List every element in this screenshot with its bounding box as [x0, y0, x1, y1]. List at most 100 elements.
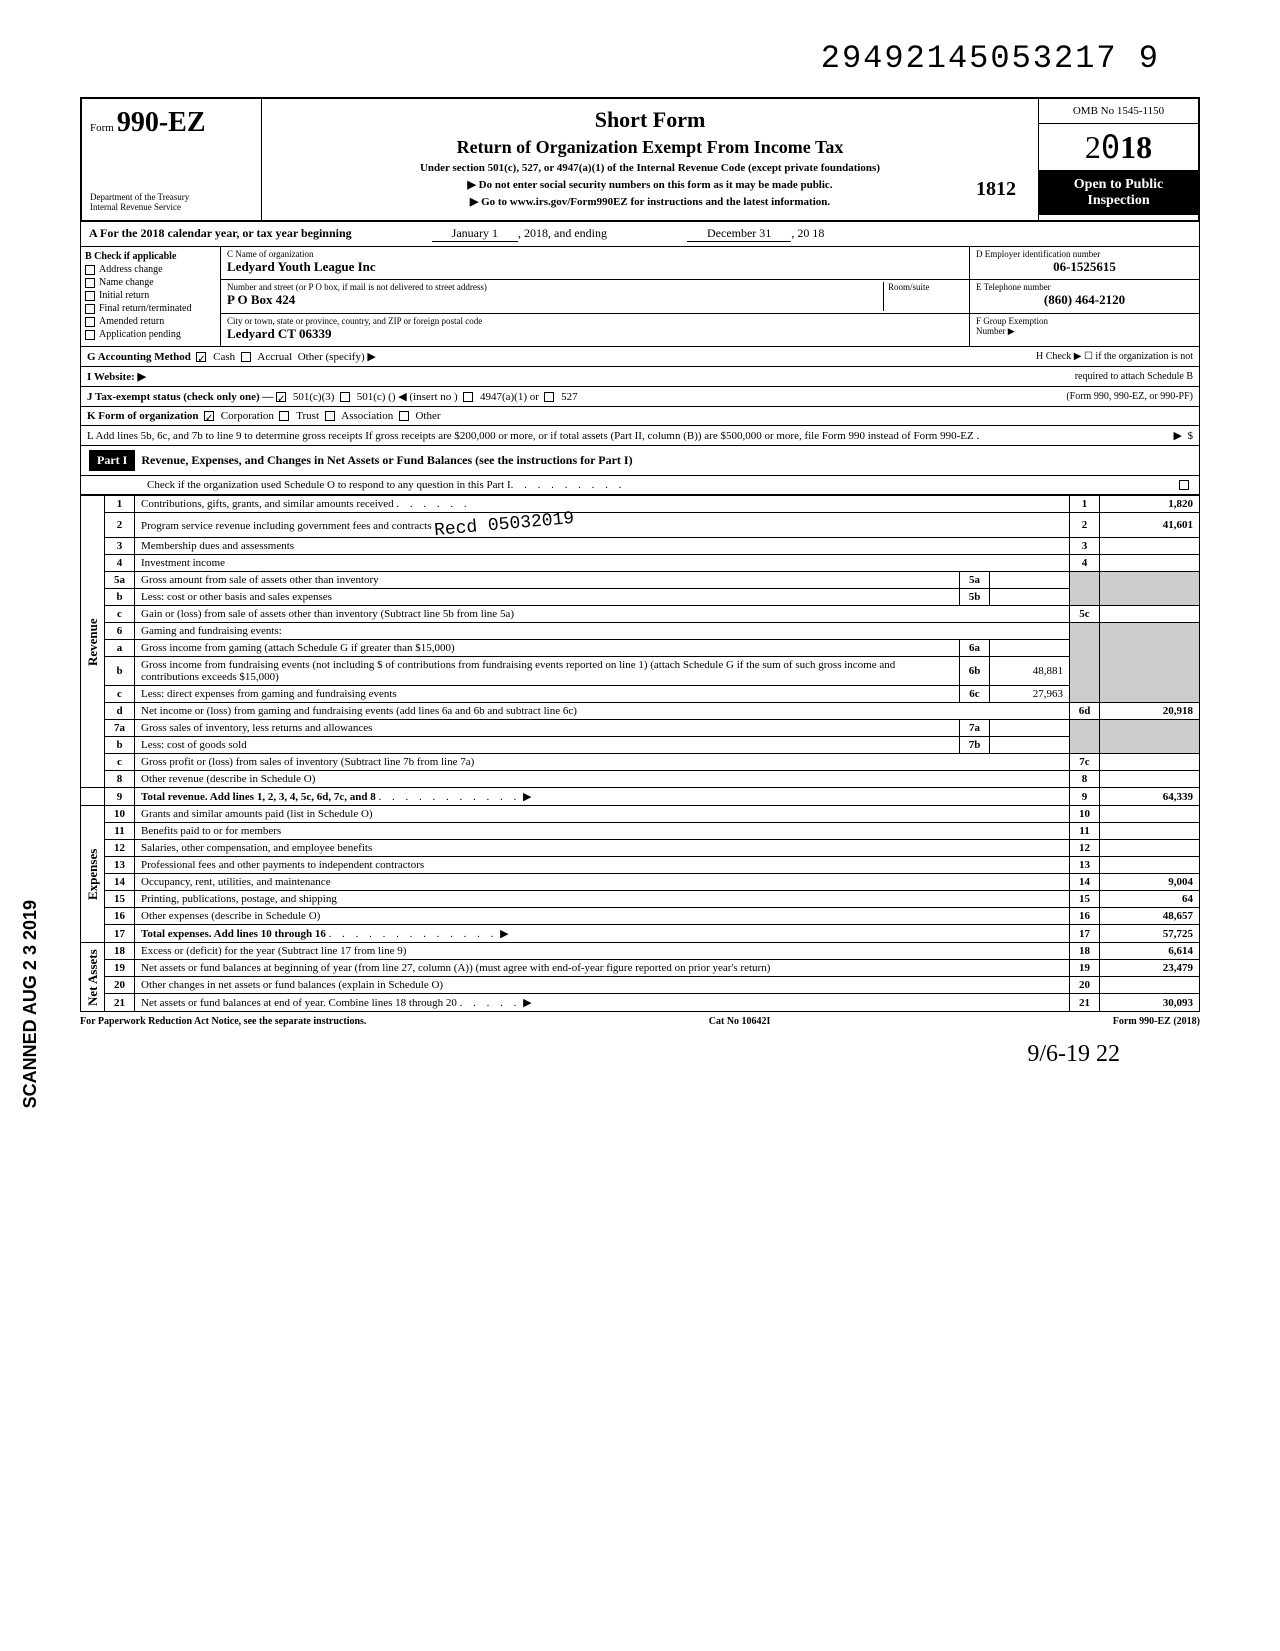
line9-desc: Total revenue. Add lines 1, 2, 3, 4, 5c,…: [141, 791, 376, 803]
part1-label: Part I: [89, 450, 135, 471]
line13-amt: [1100, 857, 1200, 874]
line12-desc: Salaries, other compensation, and employ…: [141, 842, 372, 854]
scanned-stamp: SCANNED AUG 2 3 2019: [20, 900, 41, 1108]
line5a-desc: Gross amount from sale of assets other t…: [141, 574, 379, 586]
row-h-label2: required to attach Schedule B: [1075, 371, 1193, 382]
checkbox-application-pending[interactable]: [85, 330, 95, 340]
line6d-amt: 20,918: [1100, 703, 1200, 720]
line4-amt: [1100, 555, 1200, 572]
label-association: Association: [341, 410, 393, 422]
line18-desc: Excess or (deficit) for the year (Subtra…: [141, 945, 406, 957]
addr-label: Number and street (or P O box, if mail i…: [227, 282, 883, 292]
label-501c3: 501(c)(3): [293, 391, 335, 403]
section-b: B Check if applicable Address change Nam…: [81, 247, 221, 346]
stamp-number: 29492145053217 9: [80, 40, 1200, 77]
line8-desc: Other revenue (describe in Schedule O): [141, 773, 315, 785]
line20-desc: Other changes in net assets or fund bala…: [141, 979, 443, 991]
org-city: Ledyard CT 06339: [227, 326, 963, 342]
label-amended-return: Amended return: [99, 316, 164, 327]
row-l-arrow: ▶: [1174, 429, 1182, 442]
line7c-amt: [1100, 754, 1200, 771]
line17-amt: 57,725: [1100, 925, 1200, 943]
line12-amt: [1100, 840, 1200, 857]
checkbox-other-org[interactable]: [399, 411, 409, 421]
label-other-method: Other (specify) ▶: [298, 350, 376, 363]
section-de: D Employer identification number 06-1525…: [969, 247, 1199, 346]
group-exempt-label2: Number ▶: [976, 326, 1015, 336]
line21-amt: 30,093: [1100, 994, 1200, 1012]
line6-desc: Gaming and fundraising events:: [141, 625, 282, 637]
checkbox-trust[interactable]: [279, 411, 289, 421]
row-g-label: G Accounting Method: [87, 351, 191, 363]
checkbox-schedule-o[interactable]: [1179, 480, 1189, 490]
label-501c: 501(c) (: [357, 391, 392, 403]
line18-amt: 6,614: [1100, 943, 1200, 960]
checkbox-501c3[interactable]: [276, 392, 286, 402]
line2-amt: 41,601: [1100, 513, 1200, 538]
line6d-desc: Net income or (loss) from gaming and fun…: [141, 705, 577, 717]
line17-desc: Total expenses. Add lines 10 through 16: [141, 928, 326, 940]
main-table: Revenue 1 Contributions, gifts, grants, …: [80, 495, 1200, 1012]
org-address: P O Box 424: [227, 292, 883, 308]
row-l-text: L Add lines 5b, 6c, and 7b to line 9 to …: [87, 430, 979, 442]
signature: 9/6-19 22: [80, 1041, 1200, 1068]
line11-amt: [1100, 823, 1200, 840]
line4-desc: Investment income: [141, 557, 225, 569]
checkbox-cash[interactable]: [196, 352, 206, 362]
label-trust: Trust: [296, 410, 319, 422]
footer-cat: Cat No 10642I: [709, 1016, 771, 1027]
line5c-desc: Gain or (loss) from sale of assets other…: [141, 608, 514, 620]
line6b-sub: 48,881: [990, 657, 1070, 686]
checkbox-amended-return[interactable]: [85, 317, 95, 327]
checkbox-501c[interactable]: [340, 392, 350, 402]
line14-amt: 9,004: [1100, 874, 1200, 891]
year-begin: January 1: [432, 226, 518, 242]
under-section: Under section 501(c), 527, or 4947(a)(1)…: [274, 162, 1026, 174]
city-label: City or town, state or province, country…: [227, 316, 963, 326]
label-final-return: Final return/terminated: [99, 303, 191, 314]
label-application-pending: Application pending: [99, 329, 181, 340]
row-l-amount: $: [1188, 430, 1194, 442]
line6c-sub: 27,963: [990, 686, 1070, 703]
label-other-org: Other: [415, 410, 440, 422]
checkbox-corporation[interactable]: [204, 411, 214, 421]
label-527: 527: [561, 391, 578, 403]
line14-desc: Occupancy, rent, utilities, and maintena…: [141, 876, 331, 888]
label-cash: Cash: [213, 351, 235, 363]
room-label: Room/suite: [888, 282, 963, 292]
checkbox-4947[interactable]: [463, 392, 473, 402]
expenses-label: Expenses: [81, 806, 105, 943]
line16-desc: Other expenses (describe in Schedule O): [141, 910, 320, 922]
row-a-mid: , 2018, and ending: [518, 226, 607, 242]
form-label: Form: [90, 122, 114, 134]
checkbox-association[interactable]: [325, 411, 335, 421]
checkbox-527[interactable]: [544, 392, 554, 402]
row-a: A For the 2018 calendar year, or tax yea…: [80, 222, 1200, 247]
footer-paperwork: For Paperwork Reduction Act Notice, see …: [80, 1016, 366, 1027]
phone-label: E Telephone number: [976, 282, 1193, 292]
label-initial-return: Initial return: [99, 290, 149, 301]
dept-treasury: Department of the Treasury: [90, 192, 253, 202]
org-name: Ledyard Youth League Inc: [227, 259, 963, 275]
line7b-sub: [990, 737, 1070, 754]
group-exempt-label: F Group Exemption: [976, 316, 1048, 326]
line10-amt: [1100, 806, 1200, 823]
line7b-desc: Less: cost of goods sold: [141, 739, 247, 751]
checkbox-address-change[interactable]: [85, 265, 95, 275]
checkbox-initial-return[interactable]: [85, 291, 95, 301]
row-k-label: K Form of organization: [87, 410, 199, 422]
info-section: B Check if applicable Address change Nam…: [80, 247, 1200, 347]
line7a-desc: Gross sales of inventory, less returns a…: [141, 722, 372, 734]
checkbox-final-return[interactable]: [85, 304, 95, 314]
checkbox-accrual[interactable]: [241, 352, 251, 362]
line7c-desc: Gross profit or (loss) from sales of inv…: [141, 756, 474, 768]
phone-value: (860) 464-2120: [976, 292, 1193, 308]
line1-desc: Contributions, gifts, grants, and simila…: [141, 498, 394, 510]
line6b-desc: Gross income from fundraising events (no…: [141, 659, 895, 683]
tax-year: 2018: [1039, 124, 1198, 171]
checkbox-name-change[interactable]: [85, 278, 95, 288]
form-header: Form 990-EZ Department of the Treasury I…: [80, 97, 1200, 222]
form-number: 990-EZ: [117, 107, 206, 138]
ein-value: 06-1525615: [976, 259, 1193, 275]
line5b-desc: Less: cost or other basis and sales expe…: [141, 591, 332, 603]
